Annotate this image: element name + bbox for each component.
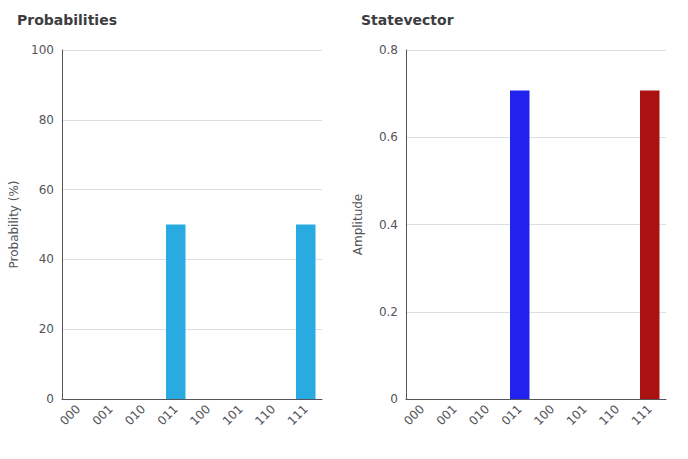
svg-text:40: 40 <box>39 252 54 266</box>
svg-text:111: 111 <box>285 402 311 428</box>
svg-text:0: 0 <box>390 392 398 406</box>
svg-text:Probabilities: Probabilities <box>17 12 117 28</box>
svg-text:100: 100 <box>531 402 557 428</box>
svg-text:20: 20 <box>39 322 54 336</box>
svg-text:000: 000 <box>401 402 427 428</box>
svg-text:111: 111 <box>629 402 655 428</box>
svg-text:Statevector: Statevector <box>361 12 454 28</box>
svg-text:110: 110 <box>252 402 278 428</box>
svg-text:60: 60 <box>39 183 54 197</box>
svg-text:Probability (%): Probability (%) <box>7 180 21 268</box>
svg-text:0.8: 0.8 <box>379 43 398 57</box>
svg-text:001: 001 <box>434 402 460 428</box>
svg-text:011: 011 <box>499 402 525 428</box>
svg-text:011: 011 <box>155 402 181 428</box>
svg-text:Amplitude: Amplitude <box>351 194 365 256</box>
svg-text:000: 000 <box>57 402 83 428</box>
svg-text:010: 010 <box>122 402 148 428</box>
svg-text:0.6: 0.6 <box>379 130 398 144</box>
svg-text:101: 101 <box>220 402 246 428</box>
svg-text:100: 100 <box>187 402 213 428</box>
svg-text:0.4: 0.4 <box>379 218 398 232</box>
svg-text:0: 0 <box>46 392 54 406</box>
svg-text:100: 100 <box>31 43 54 57</box>
svg-text:101: 101 <box>564 402 590 428</box>
svg-text:110: 110 <box>596 402 622 428</box>
svg-text:010: 010 <box>466 402 492 428</box>
svg-text:001: 001 <box>90 402 116 428</box>
svg-text:0.2: 0.2 <box>379 305 398 319</box>
svg-text:80: 80 <box>39 113 54 127</box>
